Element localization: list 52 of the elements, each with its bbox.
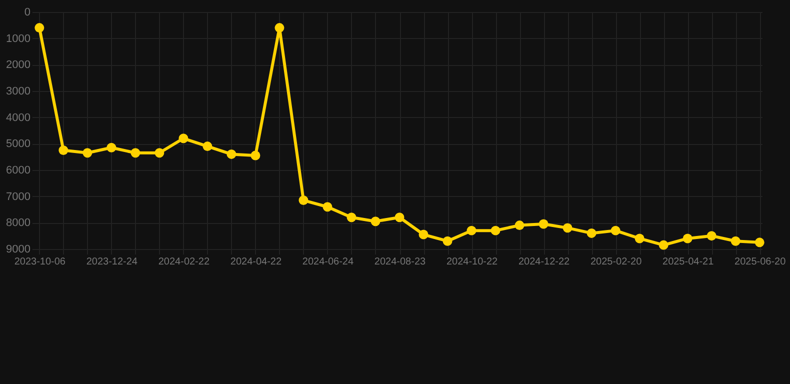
point bbox=[634, 234, 644, 244]
y-tick-label: 2000 bbox=[6, 59, 30, 72]
point bbox=[154, 148, 164, 158]
point bbox=[58, 146, 68, 155]
point bbox=[658, 240, 668, 250]
x-tick-label: 2024-02-22 bbox=[158, 256, 210, 268]
point bbox=[34, 23, 44, 33]
x-tick-label: 2024-10-22 bbox=[446, 256, 498, 268]
point bbox=[106, 142, 116, 152]
x-tick-label: 2025-04-21 bbox=[662, 256, 714, 268]
point bbox=[490, 226, 500, 236]
point bbox=[82, 148, 92, 158]
y-tick-label: 4000 bbox=[6, 112, 30, 124]
point bbox=[370, 216, 380, 226]
point bbox=[514, 220, 524, 230]
y-tick-label: 5000 bbox=[6, 138, 30, 150]
y-tick-label: 8000 bbox=[6, 217, 30, 230]
y-tick-label: 6000 bbox=[6, 164, 30, 176]
point bbox=[538, 219, 548, 229]
y-tick-label: 3000 bbox=[6, 86, 30, 98]
y-tick-label: 9000 bbox=[6, 244, 30, 256]
point bbox=[466, 226, 476, 236]
point bbox=[562, 223, 572, 233]
x-tick-label: 2024-04-22 bbox=[230, 256, 282, 268]
point bbox=[610, 226, 620, 236]
point bbox=[298, 196, 308, 206]
y-tick-label: 0 bbox=[24, 6, 30, 18]
point bbox=[754, 238, 764, 248]
point bbox=[418, 230, 428, 240]
x-tick-label: 2023-12-24 bbox=[86, 256, 138, 268]
x-tick-label: 2023-10-06 bbox=[14, 256, 66, 268]
point bbox=[586, 228, 596, 238]
x-tick-label: 2025-02-20 bbox=[590, 256, 642, 268]
point bbox=[130, 148, 140, 158]
point bbox=[394, 212, 404, 222]
x-tick-label: 2024-06-24 bbox=[302, 256, 354, 268]
point bbox=[226, 149, 236, 159]
point bbox=[274, 23, 284, 33]
point bbox=[730, 236, 740, 246]
point bbox=[250, 150, 260, 160]
point bbox=[346, 212, 356, 222]
y-tick-label: 7000 bbox=[6, 190, 30, 203]
point bbox=[442, 236, 452, 246]
x-tick-label: 2025-06-20 bbox=[734, 256, 786, 268]
x-tick-label: 2024-12-22 bbox=[518, 256, 570, 268]
point bbox=[178, 134, 188, 144]
point bbox=[202, 142, 212, 152]
point bbox=[706, 231, 716, 241]
x-tick-label: 2024-08-23 bbox=[374, 256, 426, 268]
point bbox=[682, 234, 692, 244]
point bbox=[322, 202, 332, 212]
y-tick-label: 1000 bbox=[6, 32, 30, 45]
